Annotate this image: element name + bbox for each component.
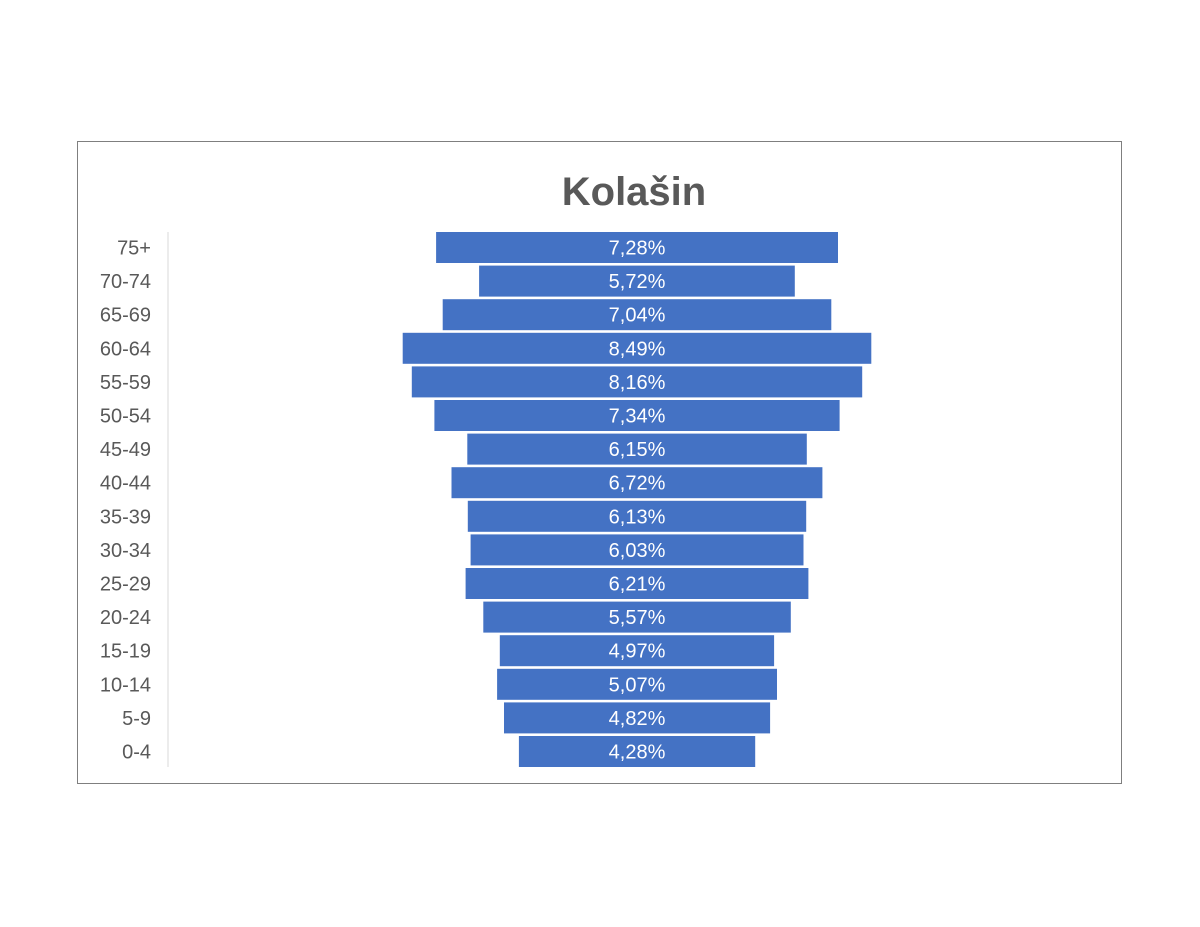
data-label-35-39: 6,13% (609, 506, 666, 528)
category-label-35-39: 35-39 (100, 506, 151, 528)
bar-60-64 (402, 332, 872, 364)
bar-75+ (436, 232, 838, 263)
category-label-40-44: 40-44 (100, 473, 151, 495)
bar-0-4 (518, 736, 756, 767)
data-label-15-19: 4,97% (609, 641, 666, 663)
bar-20-24 (483, 601, 791, 633)
chart-title: Kolašin (562, 170, 706, 214)
category-label-65-69: 65-69 (100, 305, 151, 327)
bar-5-9 (504, 702, 771, 734)
bar-65-69 (442, 299, 832, 331)
bar-45-49 (467, 433, 807, 465)
bar-50-54 (434, 400, 840, 431)
data-label-55-59: 8,16% (609, 372, 666, 394)
data-label-75+: 7,28% (609, 238, 666, 260)
data-label-5-9: 4,82% (609, 708, 666, 730)
data-label-50-54: 7,34% (609, 406, 666, 428)
data-label-60-64: 8,49% (609, 338, 666, 360)
bars-layer: 7,28% 75+ 5,72% 70-74 7,04% 65-69 8,49% 60-64 8,… (100, 232, 872, 767)
category-label-45-49: 45-49 (100, 439, 151, 461)
data-label-0-4: 4,28% (609, 742, 666, 764)
category-label-55-59: 55-59 (100, 372, 151, 394)
data-label-20-24: 5,57% (609, 607, 666, 629)
bar-35-39 (467, 500, 807, 532)
bar-10-14 (497, 668, 777, 700)
bar-30-34 (470, 534, 804, 566)
data-label-30-34: 6,03% (609, 540, 666, 562)
category-label-20-24: 20-24 (100, 607, 151, 629)
bar-40-44 (451, 467, 823, 499)
category-label-0-4: 0-4 (122, 742, 151, 764)
category-label-10-14: 10-14 (100, 674, 151, 696)
data-label-40-44: 6,72% (609, 473, 666, 495)
category-label-25-29: 25-29 (100, 574, 151, 596)
data-label-45-49: 6,15% (609, 439, 666, 461)
bar-25-29 (465, 568, 809, 599)
category-label-70-74: 70-74 (100, 271, 151, 293)
category-label-15-19: 15-19 (100, 641, 151, 663)
data-label-10-14: 5,07% (609, 674, 666, 696)
bar-55-59 (411, 366, 863, 398)
category-label-30-34: 30-34 (100, 540, 151, 562)
data-label-70-74: 5,72% (609, 271, 666, 293)
category-label-50-54: 50-54 (100, 406, 151, 428)
bar-15-19 (499, 635, 775, 667)
category-label-60-64: 60-64 (100, 338, 151, 360)
data-label-25-29: 6,21% (609, 574, 666, 596)
bar-70-74 (479, 265, 795, 297)
category-label-5-9: 5-9 (122, 708, 151, 730)
category-label-75+: 75+ (117, 238, 151, 260)
data-label-65-69: 7,04% (609, 305, 666, 327)
